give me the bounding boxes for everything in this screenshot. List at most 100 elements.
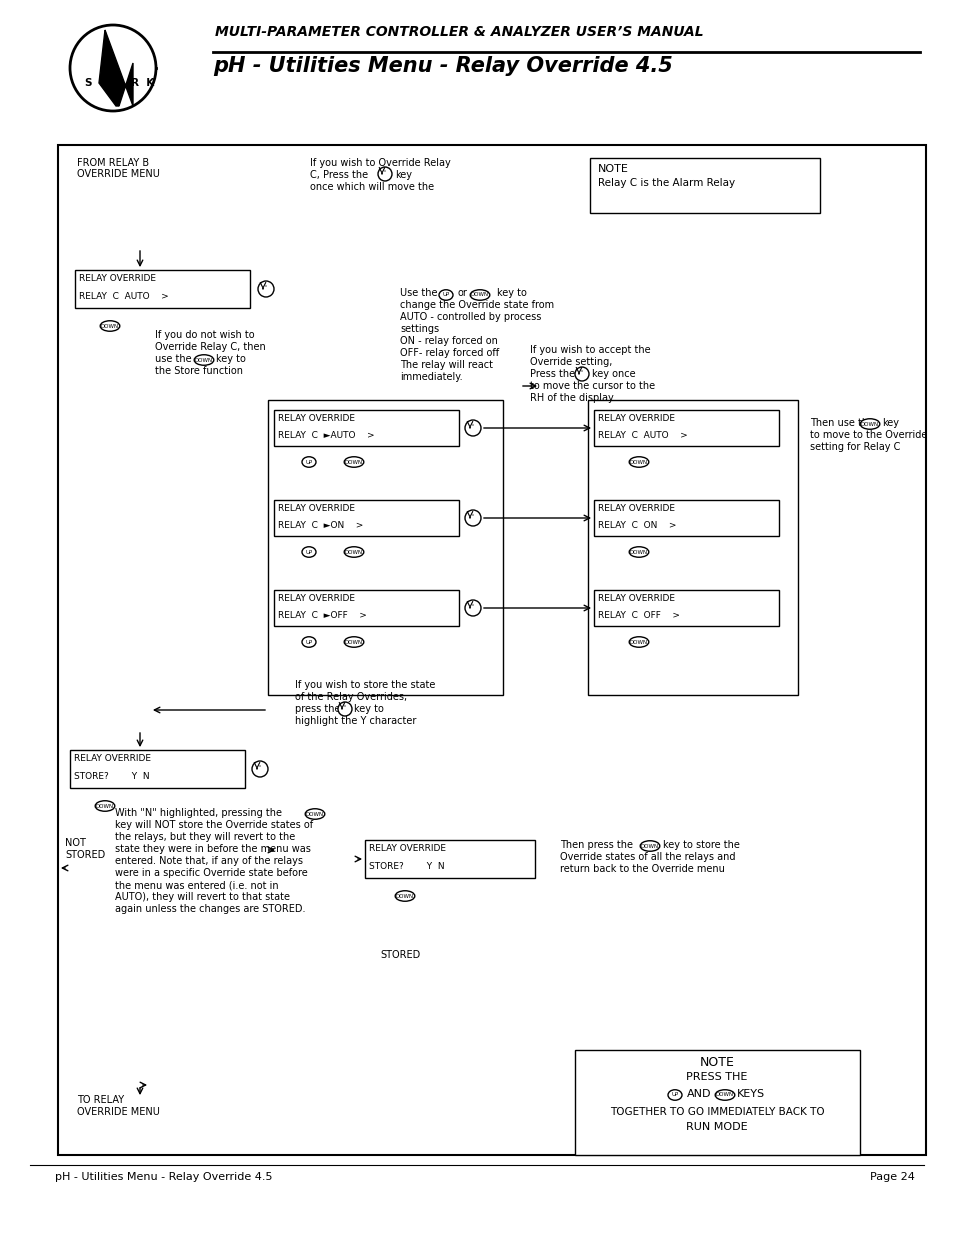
Text: AUTO - controlled by process: AUTO - controlled by process xyxy=(399,312,540,322)
Ellipse shape xyxy=(639,841,659,851)
Ellipse shape xyxy=(629,457,648,467)
Text: AUTO), they will revert to that state: AUTO), they will revert to that state xyxy=(115,892,290,902)
Text: If you wish to accept the: If you wish to accept the xyxy=(530,345,650,354)
Text: DOWN: DOWN xyxy=(345,640,363,645)
Ellipse shape xyxy=(302,547,315,557)
Text: Press the: Press the xyxy=(530,369,575,379)
Text: pH - Utilities Menu - Relay Override 4.5: pH - Utilities Menu - Relay Override 4.5 xyxy=(55,1172,273,1182)
Text: DOWN: DOWN xyxy=(96,804,114,809)
Circle shape xyxy=(257,282,274,296)
Text: PRESS THE: PRESS THE xyxy=(685,1072,747,1082)
Text: DOWN: DOWN xyxy=(715,1093,733,1098)
Text: DOWN: DOWN xyxy=(345,459,363,464)
Text: C, Press the: C, Press the xyxy=(310,170,368,180)
Bar xyxy=(58,144,925,1155)
Bar xyxy=(70,750,245,788)
Text: RELAY  C  ►ON    >: RELAY C ►ON > xyxy=(277,521,363,530)
Text: DOWN: DOWN xyxy=(629,459,647,464)
Ellipse shape xyxy=(629,547,648,557)
Text: TOGETHER TO GO IMMEDIATELY BACK TO: TOGETHER TO GO IMMEDIATELY BACK TO xyxy=(609,1107,823,1116)
Text: With "N" highlighted, pressing the: With "N" highlighted, pressing the xyxy=(115,808,282,818)
Text: RELAY OVERRIDE: RELAY OVERRIDE xyxy=(79,274,156,283)
Text: ON - relay forced on: ON - relay forced on xyxy=(399,336,497,346)
Text: DOWN: DOWN xyxy=(629,550,647,555)
Text: RELAY  C  ►AUTO    >: RELAY C ►AUTO > xyxy=(277,431,375,440)
Text: UP: UP xyxy=(305,550,313,555)
Circle shape xyxy=(252,761,268,777)
Text: OVERRIDE MENU: OVERRIDE MENU xyxy=(77,169,160,179)
Text: Override setting,: Override setting, xyxy=(530,357,612,367)
Ellipse shape xyxy=(344,547,363,557)
Text: Use the: Use the xyxy=(399,288,437,298)
Text: UP: UP xyxy=(671,1093,678,1098)
Polygon shape xyxy=(99,30,119,106)
Text: DOWN: DOWN xyxy=(395,893,414,899)
Text: again unless the changes are STORED.: again unless the changes are STORED. xyxy=(115,904,305,914)
Bar xyxy=(274,590,458,626)
Text: immediately.: immediately. xyxy=(399,372,462,382)
Text: The relay will react: The relay will react xyxy=(399,359,493,370)
Text: Relay C is the Alarm Relay: Relay C is the Alarm Relay xyxy=(598,178,735,188)
Polygon shape xyxy=(105,30,132,106)
Bar xyxy=(587,400,797,695)
Text: TO RELAY: TO RELAY xyxy=(77,1095,124,1105)
Text: NOTE: NOTE xyxy=(598,164,628,174)
Text: RELAY  C  ►OFF    >: RELAY C ►OFF > xyxy=(277,611,367,620)
Text: settings: settings xyxy=(399,324,438,333)
Text: S  H  A  R  K: S H A R K xyxy=(85,78,154,88)
Text: NOT: NOT xyxy=(65,839,86,848)
Text: key: key xyxy=(882,417,898,429)
Text: or: or xyxy=(457,288,467,298)
Text: RELAY  C  OFF    >: RELAY C OFF > xyxy=(598,611,679,620)
Bar xyxy=(365,840,535,878)
Text: to move to the Override: to move to the Override xyxy=(809,430,926,440)
Text: key to: key to xyxy=(215,354,246,364)
Text: Page 24: Page 24 xyxy=(869,1172,914,1182)
Text: DOWN: DOWN xyxy=(471,293,489,298)
Text: change the Override state from: change the Override state from xyxy=(399,300,554,310)
Text: key will NOT store the Override states of: key will NOT store the Override states o… xyxy=(115,820,313,830)
Text: once which will move the: once which will move the xyxy=(310,182,434,191)
Circle shape xyxy=(70,25,156,111)
Text: UP: UP xyxy=(305,640,313,645)
Circle shape xyxy=(464,510,480,526)
Text: OFF- relay forced off: OFF- relay forced off xyxy=(399,348,498,358)
Ellipse shape xyxy=(344,637,363,647)
Text: the menu was entered (i.e. not in: the menu was entered (i.e. not in xyxy=(115,881,278,890)
Text: key to: key to xyxy=(497,288,526,298)
Text: use the: use the xyxy=(154,354,192,364)
Text: RELAY OVERRIDE: RELAY OVERRIDE xyxy=(369,844,446,853)
Bar xyxy=(75,270,250,308)
Text: DOWN: DOWN xyxy=(629,640,647,645)
Ellipse shape xyxy=(438,290,453,300)
Text: If you wish to store the state: If you wish to store the state xyxy=(294,680,435,690)
Text: the relays, but they will revert to the: the relays, but they will revert to the xyxy=(115,832,294,842)
Ellipse shape xyxy=(302,637,315,647)
Text: NOTE: NOTE xyxy=(699,1056,734,1070)
Text: STORED: STORED xyxy=(379,950,420,960)
Text: STORED: STORED xyxy=(65,850,105,860)
Text: If you do not wish to: If you do not wish to xyxy=(154,330,254,340)
Text: KEYS: KEYS xyxy=(737,1089,764,1099)
Text: STORE?        Y  N: STORE? Y N xyxy=(74,772,150,781)
Circle shape xyxy=(337,701,352,716)
Text: key once: key once xyxy=(592,369,635,379)
Text: RUN MODE: RUN MODE xyxy=(685,1123,747,1132)
Text: entered. Note that, if any of the relays: entered. Note that, if any of the relays xyxy=(115,856,303,866)
Bar xyxy=(589,158,820,212)
Bar xyxy=(274,410,458,446)
Text: AND: AND xyxy=(686,1089,711,1099)
Text: of the Relay Overrides,: of the Relay Overrides, xyxy=(294,692,407,701)
Ellipse shape xyxy=(194,354,213,366)
Text: DOWN: DOWN xyxy=(306,811,324,816)
Text: UP: UP xyxy=(305,459,313,464)
Text: Then use the: Then use the xyxy=(809,417,873,429)
Text: press the: press the xyxy=(294,704,340,714)
Ellipse shape xyxy=(95,800,114,811)
Text: RELAY  C  AUTO    >: RELAY C AUTO > xyxy=(79,291,169,301)
Ellipse shape xyxy=(305,809,324,819)
Text: RELAY  C  AUTO    >: RELAY C AUTO > xyxy=(598,431,687,440)
Text: RELAY OVERRIDE: RELAY OVERRIDE xyxy=(74,755,151,763)
Text: STORE?        Y  N: STORE? Y N xyxy=(369,862,444,871)
Text: RELAY OVERRIDE: RELAY OVERRIDE xyxy=(277,504,355,513)
